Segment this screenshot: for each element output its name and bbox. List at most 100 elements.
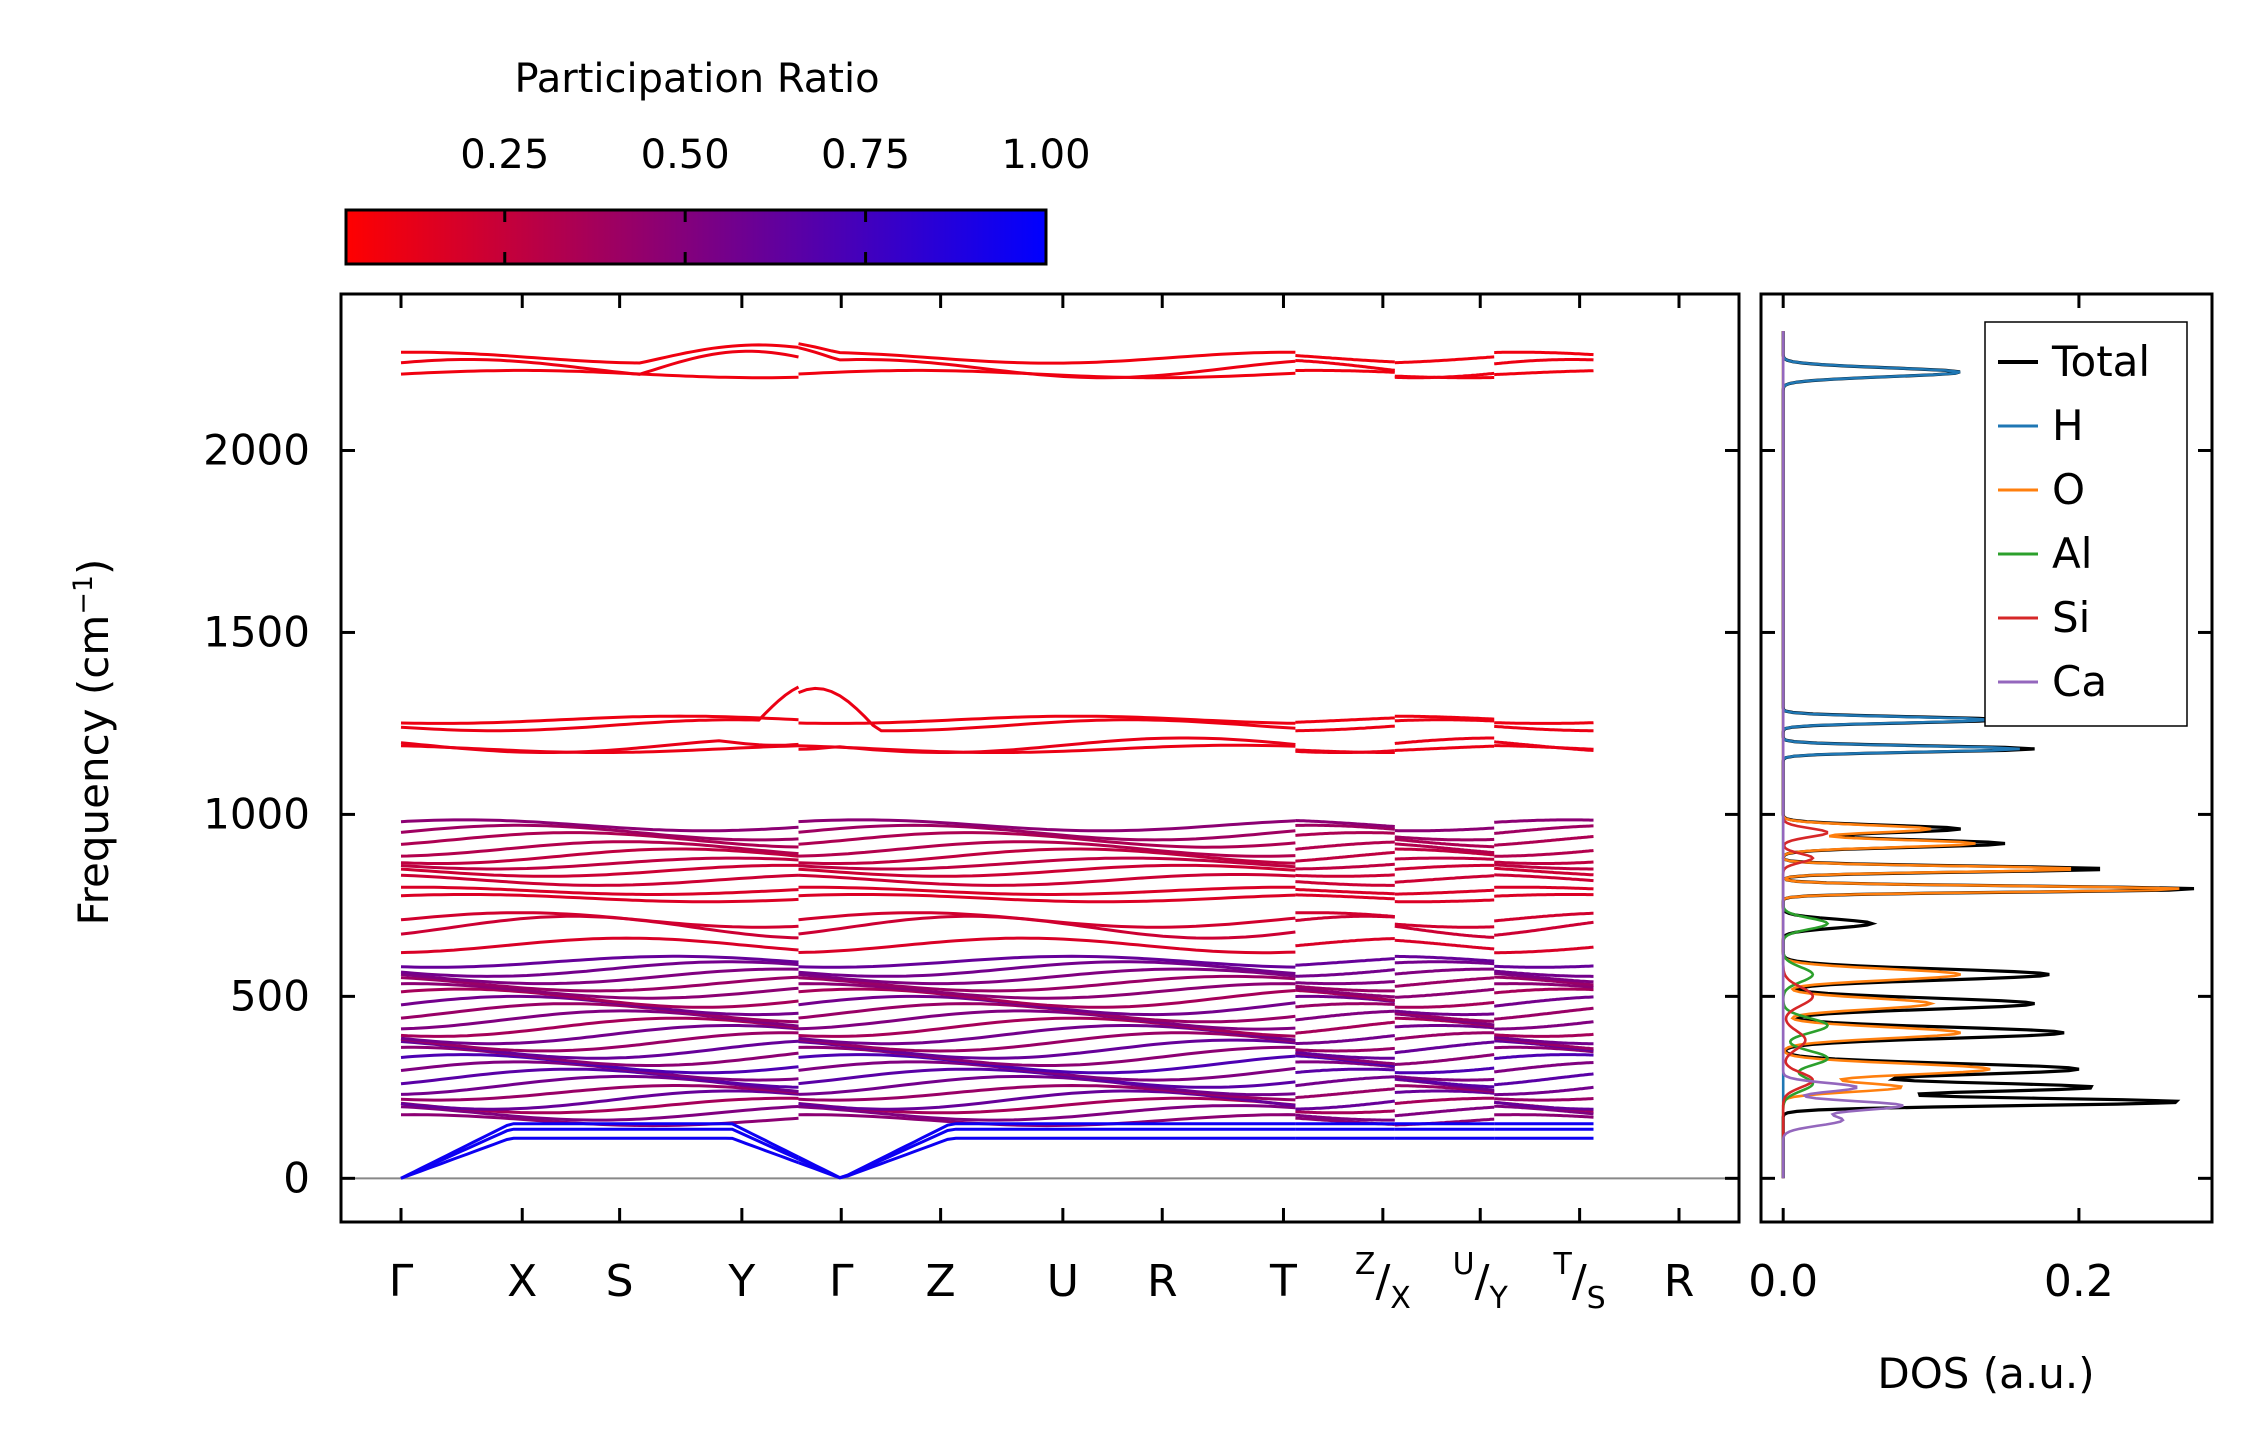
colorbar-ticks: 0.25 0.50 0.75 1.00 [460, 132, 1091, 264]
band-line [1394, 1089, 1495, 1095]
band-line [1494, 1097, 1594, 1102]
band-line [798, 818, 1296, 833]
x-tick-label: Y [727, 1256, 755, 1307]
band-line [1295, 980, 1395, 986]
band-line [798, 954, 1296, 969]
band-line [1394, 847, 1495, 857]
colorbar-title: Participation Ratio [514, 56, 879, 102]
colorbar-tick-label: 0.25 [460, 132, 549, 178]
band-line [1295, 368, 1395, 374]
band-line [1494, 975, 1594, 987]
band-line [1394, 837, 1495, 849]
legend-items: Total HO Al Si Ca [1998, 337, 2150, 706]
band-line [1295, 823, 1395, 831]
legend[interactable]: Total HO Al Si Ca [1984, 321, 2188, 727]
y-axis-label-sup: −1 [68, 575, 99, 615]
acoustic-branch [400, 1122, 800, 1180]
x-tick-label: S [606, 1256, 634, 1307]
band-line [400, 873, 799, 887]
band-line [400, 1024, 799, 1046]
band-line [400, 954, 799, 969]
band-line [1295, 887, 1395, 896]
band-line [1494, 1020, 1594, 1031]
band-line [1295, 937, 1395, 948]
band-line [400, 893, 799, 904]
band-line [1394, 1074, 1495, 1082]
band-line [1394, 714, 1495, 721]
band-line [1394, 922, 1495, 929]
band-line [1494, 866, 1594, 877]
band-line [400, 714, 799, 725]
dos-panel-frame [1759, 292, 2214, 1224]
band-line [400, 1031, 799, 1053]
band-lines [341, 342, 1739, 1180]
band-line [1295, 987, 1395, 999]
band-line [401, 885, 799, 896]
band-line [798, 1113, 1296, 1128]
band-line [400, 831, 799, 849]
band-line [1494, 1104, 1594, 1116]
band-line [1295, 840, 1395, 851]
band-line [400, 1045, 799, 1067]
dos-y-ticks [1761, 448, 2212, 1180]
band-line [1494, 1085, 1594, 1097]
band-line [798, 893, 1296, 904]
y-axis-label: Frequency (cm−1) [68, 559, 118, 926]
band-line [1394, 954, 1495, 963]
band-line [798, 1074, 1296, 1097]
acoustic-branch [797, 1136, 1296, 1180]
band-line [400, 823, 799, 842]
band-line [400, 856, 799, 871]
band-line [1295, 911, 1395, 918]
band-line [1494, 350, 1594, 357]
band-line [798, 346, 1296, 380]
band-line [798, 974, 1296, 993]
y-tick-label: 1000 [203, 789, 310, 838]
band-line [1394, 1024, 1495, 1030]
x-tick-label: U [1047, 1256, 1079, 1307]
band-line [798, 1104, 1296, 1122]
band-line [1295, 893, 1395, 901]
band-plot-area [341, 342, 1739, 1180]
dos-panel: 0.0 0.2 DOS (a.u.) Total HO Al Si Ca [1748, 292, 2214, 1398]
y-axis-label-close: ) [69, 559, 118, 575]
y-tick-label: 500 [230, 971, 310, 1020]
band-line [1394, 736, 1495, 745]
band-line [1494, 1100, 1594, 1111]
band-line [1295, 1075, 1395, 1088]
band-line [798, 994, 1296, 1017]
band-line [1494, 920, 1594, 937]
band-line [1295, 880, 1395, 887]
band-line [1494, 1113, 1594, 1119]
band-line [1394, 744, 1495, 752]
band-line [1494, 964, 1594, 969]
band-line [798, 823, 1296, 842]
x-tick-label-main: / [1475, 1256, 1490, 1307]
legend-label-ca: Ca [2052, 657, 2107, 706]
band-line [1494, 721, 1594, 725]
band-line [798, 911, 1296, 929]
colorbar: Participation Ratio 0.25 0.50 0.75 1.00 [344, 56, 1091, 266]
x-tick-label: X [507, 1256, 537, 1307]
band-line [1494, 893, 1594, 898]
dos-x-tick-label: 0.2 [2044, 1256, 2114, 1307]
legend-frame [1984, 321, 2188, 727]
x-tick-label-sub: X [1390, 1281, 1411, 1316]
band-line [400, 1067, 799, 1089]
band-line [1394, 842, 1495, 855]
band-line [400, 911, 799, 929]
x-tick-label: T [1269, 1256, 1297, 1307]
band-line [400, 847, 799, 865]
band-line [1295, 873, 1395, 878]
band-line [1394, 856, 1495, 861]
band-line [1394, 355, 1495, 365]
band-line [1295, 1109, 1395, 1115]
x-tick-label: T/S [1553, 1247, 1606, 1316]
band-line [1295, 1009, 1395, 1022]
band-line [1394, 938, 1495, 951]
band-line [798, 1038, 1296, 1060]
x-tick-label: R [1147, 1256, 1178, 1307]
band-line [1295, 819, 1395, 828]
band-line [1494, 945, 1594, 955]
colorbar-tick-label: 0.75 [821, 132, 910, 178]
